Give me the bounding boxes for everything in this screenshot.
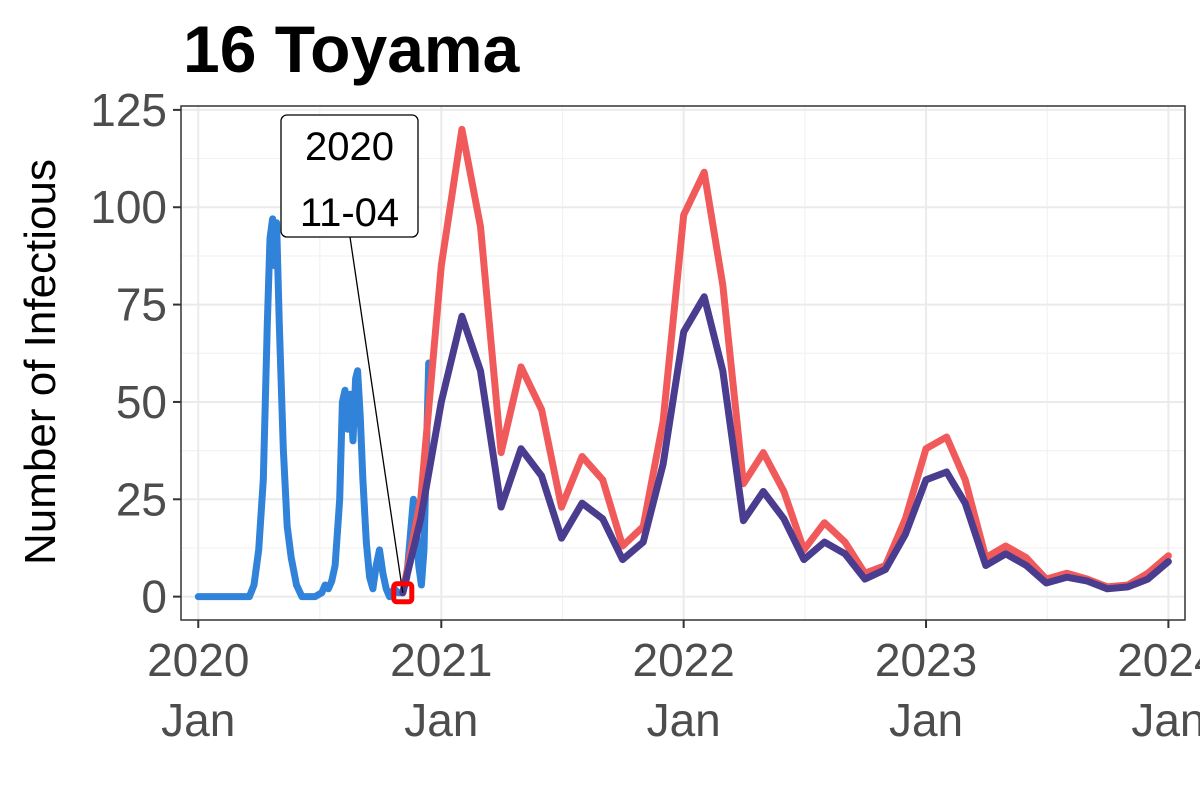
x-tick-month: Jan — [161, 694, 235, 746]
annotation-date: 11-04 — [300, 191, 399, 235]
y-tick-label: 25 — [116, 473, 167, 525]
series-lines — [194, 125, 1172, 601]
x-tick-year: 2020 — [147, 634, 249, 686]
x-tick-month: Jan — [1131, 694, 1200, 746]
x-tick-year: 2023 — [875, 634, 977, 686]
y-tick-label: 100 — [90, 181, 167, 233]
annotation-box — [280, 114, 419, 238]
x-tick-year: 2024 — [1117, 634, 1200, 686]
grid — [181, 106, 1185, 620]
y-axis-label: Number of Infectious — [16, 159, 65, 565]
x-tick-month: Jan — [647, 694, 721, 746]
series-line-3 — [399, 293, 1172, 597]
annotation-leader-line — [349, 236, 404, 593]
annotation: 2020 11-04 — [280, 114, 419, 605]
annotation-year: 2020 — [305, 125, 394, 169]
y-tick-label: 50 — [116, 376, 167, 428]
chart-title: 16 Toyama — [183, 12, 521, 86]
x-tick-year: 2021 — [390, 634, 492, 686]
x-tick-month: Jan — [404, 694, 478, 746]
y-tick-label: 125 — [90, 84, 167, 136]
x-tick-year: 2022 — [632, 634, 734, 686]
x-tick-month: Jan — [889, 694, 963, 746]
y-tick-label: 75 — [116, 279, 167, 331]
axes: 0 25 50 75 100 125 2020 Jan 2021 Jan 2022 Jan 2023 Ja… — [90, 84, 1200, 746]
series-line-2 — [399, 125, 1172, 597]
y-tick-label: 0 — [141, 571, 167, 623]
annotation-marker — [391, 581, 415, 605]
